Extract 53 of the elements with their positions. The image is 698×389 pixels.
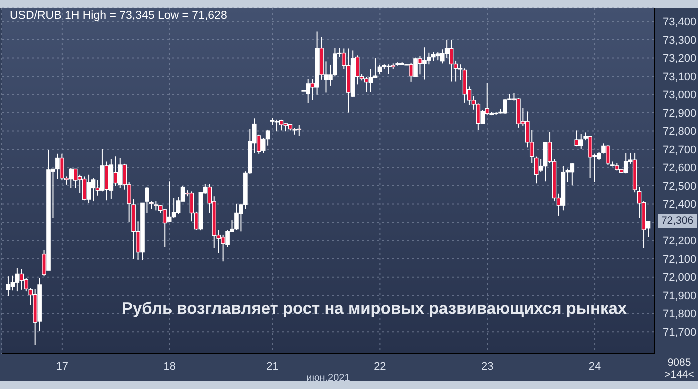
candlestick — [167, 181, 172, 224]
candlestick — [114, 156, 118, 187]
candlestick — [86, 174, 92, 204]
x-tick-label: 21 — [266, 360, 279, 373]
candlestick — [543, 142, 548, 182]
candlestick — [476, 103, 481, 131]
y-tick-label: 72,700 — [663, 144, 697, 156]
x-tick-label: 22 — [374, 360, 386, 373]
chart-title: USD/RUB 1H High = 73,345 Low = 71,628 — [10, 10, 228, 22]
candlestick — [104, 161, 110, 202]
y-tick-label: 72,500 — [663, 180, 697, 193]
candlestick — [172, 198, 176, 219]
y-tick-label: 73,100 — [663, 71, 697, 84]
y-tick-label: 71,900 — [663, 290, 697, 302]
candlestick — [10, 275, 16, 292]
y-tick-label: 73,300 — [663, 34, 697, 47]
candlestick — [624, 152, 628, 174]
counter-field: >144< — [663, 369, 696, 381]
y-tick-label: 72,900 — [663, 108, 697, 120]
candlestick — [364, 76, 369, 93]
x-tick-label: 17 — [56, 360, 69, 373]
candlestick — [449, 39, 454, 82]
candlestick — [368, 68, 374, 93]
y-tick-label: 72,200 — [663, 236, 697, 248]
candlestick — [386, 64, 392, 75]
candlestick — [570, 162, 575, 186]
candlestick — [6, 276, 11, 297]
candlestick — [297, 124, 302, 136]
annotation: Рубль возглавляет рост на мировых развивающихся рынках — [122, 300, 628, 319]
candlestick — [91, 178, 96, 202]
candlestick — [458, 64, 463, 81]
candlestick — [20, 268, 24, 290]
x-axis-title: июн.2021 — [306, 373, 351, 384]
y-tick-label: 72,100 — [663, 254, 697, 266]
y-tick-label: 72,800 — [663, 126, 697, 138]
x-tick-label: 24 — [588, 360, 602, 373]
candlestick — [82, 176, 87, 202]
candlestick — [274, 119, 280, 132]
y-tick-label: 73,000 — [663, 90, 697, 102]
candlestick — [534, 156, 539, 184]
x-tick-label: 18 — [164, 360, 176, 373]
y-tick-label: 72,400 — [663, 199, 697, 212]
y-tick-label: 73,400 — [663, 16, 697, 29]
annotation: 72,306 — [658, 214, 697, 228]
candlestick — [15, 268, 20, 292]
y-tick-label: 71,700 — [663, 326, 697, 339]
y-tick-label: 73,200 — [663, 53, 697, 66]
candlestick — [574, 130, 580, 148]
y-tick-label: 71,800 — [663, 308, 697, 321]
y-tick-label: 72,000 — [663, 272, 697, 284]
x-tick-label: 23 — [481, 360, 494, 373]
y-tick-label: 72,600 — [663, 162, 697, 175]
candlestick — [279, 119, 284, 132]
